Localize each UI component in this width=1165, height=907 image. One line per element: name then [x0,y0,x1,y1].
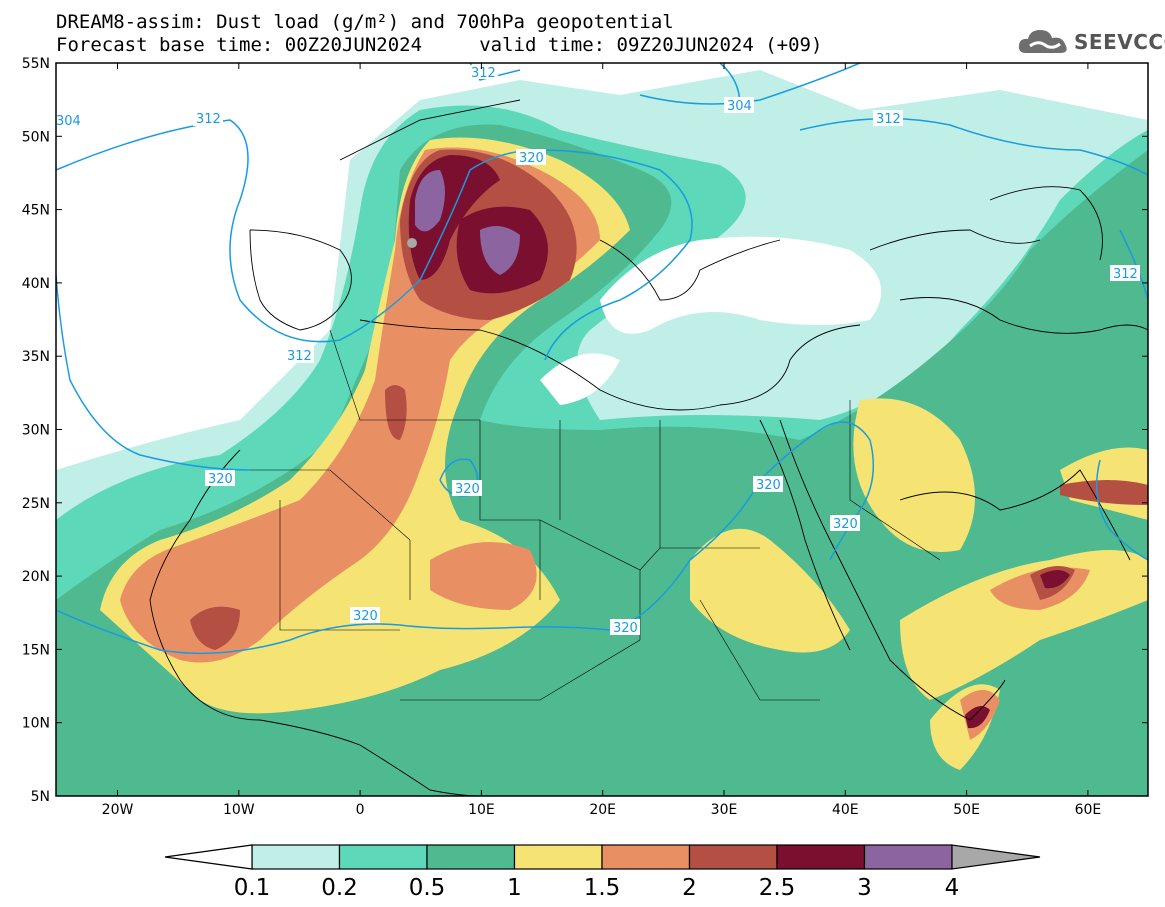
colorbar-label: 1 [507,875,522,901]
colorbar: 0.1 0.2 0.5 1 1.5 2 2.5 3 4 [164,844,1041,901]
clear-area-europe [600,236,882,334]
contour-label: 320 [455,482,480,497]
lat-label: 25N [22,496,50,512]
logo-text: SEEVCCC [1074,30,1165,54]
dust-band-3-sardinia [480,226,520,275]
map-field: 312 312 312 312 312 304 304 320 320 320 … [56,63,1148,796]
map-subtitle: Forecast base time: 00Z20JUN2024 valid t… [56,34,823,56]
colorbar-swatch [863,844,953,870]
colorbar-label: 3 [857,875,872,901]
contour-label: 320 [613,621,638,636]
dust-band-1-yemen [900,550,1148,700]
contour-label: 312 [1113,267,1138,282]
lat-label: 50N [22,129,50,145]
latitude-axis: 55N 50N 45N 40N 35N 30N 25N 20N 15N 10N 5N [22,56,1148,805]
dust-band-3 [415,170,445,232]
contour-label: 320 [519,151,544,166]
lon-label: 20W [102,802,134,818]
borders [250,329,941,701]
lon-label: 50E [953,802,980,818]
dust-band-1-arabia [853,398,975,552]
lat-label: 55N [22,56,50,72]
colorbar-swatch [601,844,691,870]
seevccc-logo: SEEVCCC [1018,27,1165,57]
lon-label: 10W [223,802,255,818]
lon-label: 10E [468,802,495,818]
lon-label: 0 [356,802,365,818]
contour-label: 320 [833,517,858,532]
contour-labels: 312 312 312 312 312 304 304 320 320 320 … [56,65,1140,636]
colorbar-swatch [251,844,341,870]
clear-area-mediterranean [540,353,620,405]
lon-label: 60E [1075,802,1102,818]
colorbar-swatch [688,844,778,870]
dust-band-1.5-chad [430,542,537,610]
lat-label: 15N [22,642,50,658]
lon-label: 20E [589,802,616,818]
dust-band-2.5-somalia [965,706,990,729]
colorbar-label: 0.5 [409,875,446,901]
colorbar-swatch [513,844,603,870]
colorbar-swatches [251,844,953,870]
dust-band-2.5-oman [1040,570,1070,589]
longitude-axis: 20W 10W 0 10E 20E 30E 40E 50E 60E [102,63,1102,818]
contour-label: 312 [876,112,901,127]
colorbar-label: 2.5 [759,875,796,901]
colorbar-label: 2 [682,875,697,901]
contour-label: 304 [727,99,752,114]
colorbar-label: 0.1 [234,875,271,901]
colorbar-swatch [338,844,428,870]
dust-band-4 [407,238,417,248]
contour-label: 320 [756,478,781,493]
lat-label: 40N [22,276,50,292]
contour-label: 312 [196,112,221,127]
dust-band-1-east [690,528,850,653]
colorbar-labels: 0.1 0.2 0.5 1 1.5 2 2.5 3 4 [234,875,960,901]
dust-band-2-gulf [1060,480,1148,505]
dust-band-2-algeria [385,385,407,440]
dust-band-2-mali [190,606,240,650]
colorbar-swatch [426,844,516,870]
lat-label: 20N [22,569,50,585]
colorbar-max-arrow [951,844,1041,870]
contour-label: 312 [287,349,312,364]
contour-label: 312 [471,66,496,81]
lat-label: 10N [22,716,50,732]
contour-label: 320 [208,472,233,487]
lat-label: 35N [22,349,50,365]
dust-load-map: 312 312 312 312 312 304 304 320 320 320 … [22,56,1149,818]
map-title: DREAM8-assim: Dust load (g/m²) and 700hP… [56,11,674,33]
lat-label: 30N [22,423,50,439]
colorbar-swatch [776,844,866,870]
colorbar-label: 1.5 [584,875,621,901]
lon-label: 40E [832,802,859,818]
contour-label: 320 [353,609,378,624]
contour-label: 304 [56,114,81,129]
lat-label: 45N [22,203,50,219]
lon-label: 30E [711,802,738,818]
colorbar-label: 0.2 [321,875,358,901]
coastlines [149,99,1148,796]
colorbar-label: 4 [945,875,960,901]
colorbar-min-arrow [164,844,253,870]
lat-label: 5N [31,789,50,805]
cloud-icon [1018,30,1067,53]
